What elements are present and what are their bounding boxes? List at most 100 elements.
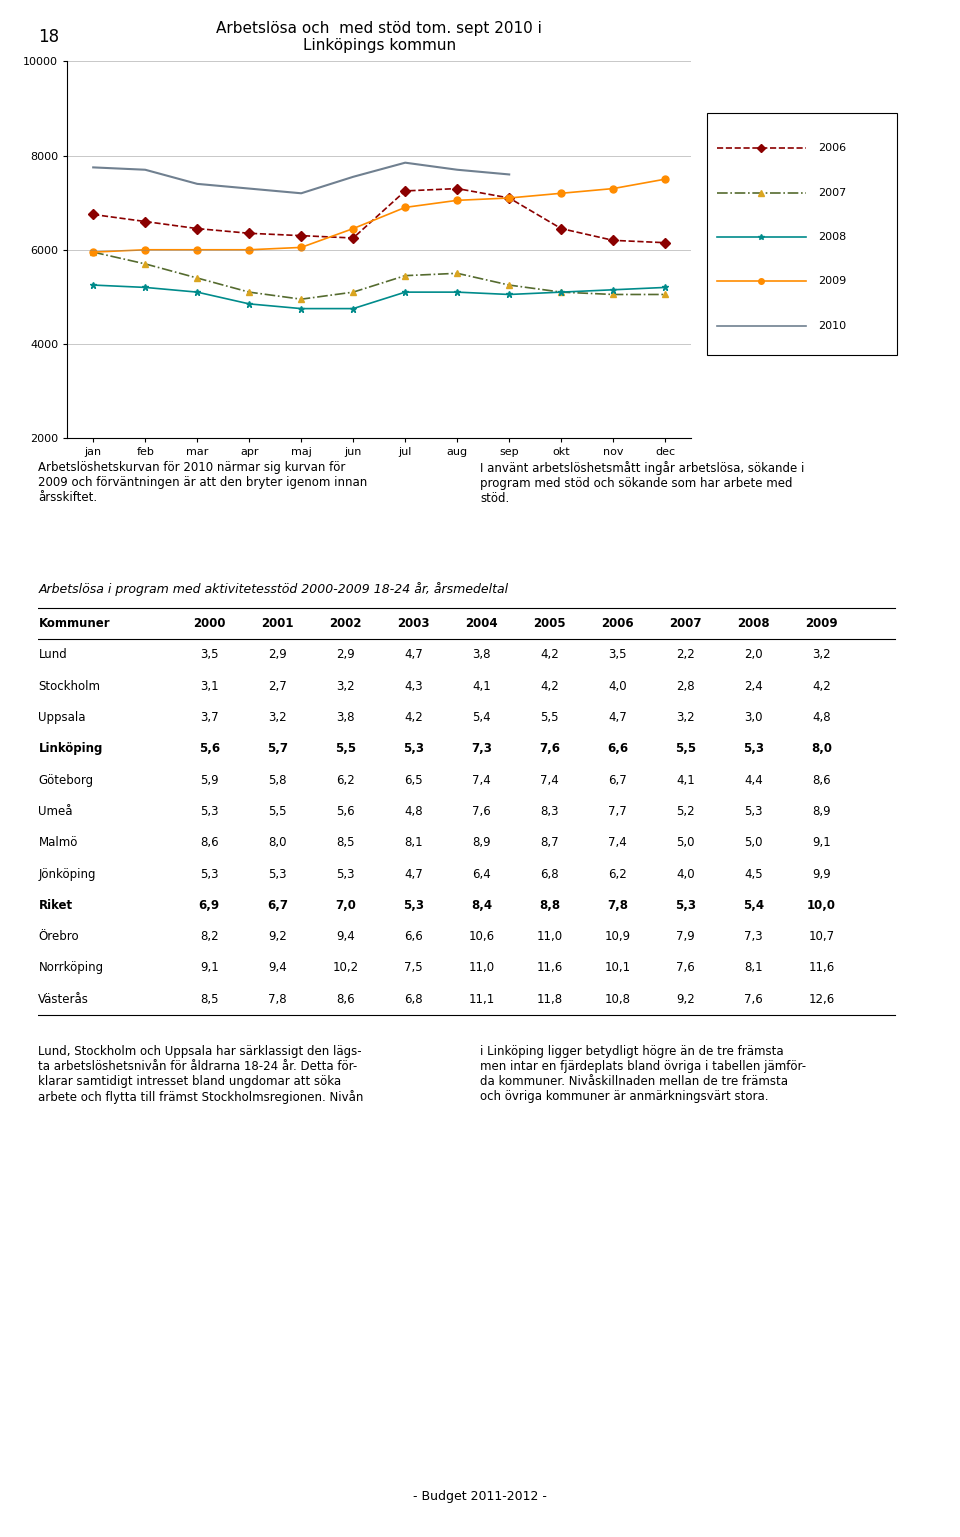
Text: 3,2: 3,2	[812, 649, 830, 661]
Text: 3,5: 3,5	[608, 649, 627, 661]
Line: 2008: 2008	[89, 281, 669, 312]
Text: Umeå: Umeå	[38, 805, 73, 818]
2008	[87, 275, 99, 294]
2007	[503, 275, 515, 294]
Text: 11,6: 11,6	[808, 962, 834, 974]
2009	[399, 198, 411, 217]
2008	[399, 283, 411, 301]
Text: - Budget 2011-2012 -: - Budget 2011-2012 -	[413, 1491, 547, 1503]
Line: 2006: 2006	[89, 184, 669, 246]
Text: 5,5: 5,5	[675, 742, 696, 755]
Text: 5,5: 5,5	[268, 805, 286, 818]
2009	[87, 243, 99, 261]
Text: Riket: Riket	[38, 899, 73, 911]
2010	[348, 168, 359, 186]
Text: 5,2: 5,2	[676, 805, 695, 818]
2010	[399, 154, 411, 172]
Text: 4,7: 4,7	[608, 712, 627, 724]
Text: 3,1: 3,1	[200, 679, 219, 693]
Line: 2007: 2007	[89, 249, 669, 303]
Text: 5,4: 5,4	[743, 899, 764, 911]
Text: 7,9: 7,9	[676, 930, 695, 944]
Text: 2005: 2005	[533, 616, 565, 630]
Text: 2,9: 2,9	[268, 649, 287, 661]
Text: 7,0: 7,0	[335, 899, 356, 911]
Text: 12,6: 12,6	[808, 993, 834, 1005]
Title: Arbetslösa och  med stöd tom. sept 2010 i
Linköpings kommun: Arbetslösa och med stöd tom. sept 2010 i…	[216, 22, 542, 54]
Text: 7,7: 7,7	[608, 805, 627, 818]
Text: 8,3: 8,3	[540, 805, 559, 818]
2008	[244, 295, 255, 314]
Text: 5,5: 5,5	[335, 742, 356, 755]
Text: 7,6: 7,6	[744, 993, 763, 1005]
Text: 5,8: 5,8	[268, 773, 286, 787]
2010	[87, 158, 99, 177]
Text: 10,8: 10,8	[605, 993, 631, 1005]
2010	[191, 175, 203, 194]
2009	[608, 180, 619, 198]
Text: 2006: 2006	[601, 616, 634, 630]
FancyBboxPatch shape	[707, 114, 897, 355]
Text: 6,4: 6,4	[472, 867, 491, 881]
Text: 6,6: 6,6	[404, 930, 422, 944]
Text: 4,7: 4,7	[404, 649, 422, 661]
Text: 9,1: 9,1	[812, 836, 830, 850]
Text: Kommuner: Kommuner	[38, 616, 110, 630]
Text: 4,1: 4,1	[472, 679, 491, 693]
2010	[503, 166, 515, 184]
Text: 3,0: 3,0	[744, 712, 762, 724]
Text: 7,6: 7,6	[676, 962, 695, 974]
2006	[399, 181, 411, 200]
2006	[348, 229, 359, 247]
2006	[139, 212, 151, 231]
Text: 7,3: 7,3	[471, 742, 492, 755]
2009	[660, 171, 671, 189]
Text: 5,0: 5,0	[676, 836, 695, 850]
2007	[87, 243, 99, 261]
Text: 3,2: 3,2	[336, 679, 354, 693]
2006	[87, 206, 99, 224]
Text: 9,4: 9,4	[268, 962, 287, 974]
Text: 4,2: 4,2	[812, 679, 830, 693]
Text: 3,8: 3,8	[336, 712, 354, 724]
Text: 5,4: 5,4	[472, 712, 491, 724]
2008	[660, 278, 671, 297]
2009	[451, 191, 463, 209]
Text: 7,8: 7,8	[607, 899, 628, 911]
Text: 2,8: 2,8	[676, 679, 695, 693]
2010	[244, 180, 255, 198]
Text: 3,2: 3,2	[268, 712, 287, 724]
Text: 7,3: 7,3	[744, 930, 762, 944]
Text: 2003: 2003	[397, 616, 429, 630]
Text: 2007: 2007	[669, 616, 702, 630]
Text: 5,5: 5,5	[540, 712, 559, 724]
Text: 8,6: 8,6	[336, 993, 354, 1005]
2008	[451, 283, 463, 301]
Text: 7,6: 7,6	[539, 742, 560, 755]
2006	[556, 220, 567, 238]
Text: 4,7: 4,7	[404, 867, 422, 881]
Text: 8,1: 8,1	[744, 962, 762, 974]
2008	[556, 283, 567, 301]
Text: 5,3: 5,3	[200, 867, 219, 881]
Text: 4,3: 4,3	[404, 679, 422, 693]
Text: 5,3: 5,3	[200, 805, 219, 818]
Text: 5,3: 5,3	[403, 742, 423, 755]
Text: 5,3: 5,3	[675, 899, 696, 911]
Text: 6,5: 6,5	[404, 773, 422, 787]
Text: 8,6: 8,6	[812, 773, 830, 787]
Text: 10,0: 10,0	[806, 899, 836, 911]
Text: 4,0: 4,0	[676, 867, 695, 881]
Text: i Linköping ligger betydligt högre än de tre främsta
men intar en fjärdeplats bl: i Linköping ligger betydligt högre än de…	[480, 1045, 806, 1104]
Text: 4,1: 4,1	[676, 773, 695, 787]
Text: 3,5: 3,5	[200, 649, 219, 661]
Text: 5,3: 5,3	[336, 867, 354, 881]
Text: Lund: Lund	[38, 649, 67, 661]
Text: 7,8: 7,8	[268, 993, 287, 1005]
Text: 5,3: 5,3	[403, 899, 423, 911]
Text: 10,7: 10,7	[808, 930, 834, 944]
Text: 8,5: 8,5	[336, 836, 354, 850]
2006	[244, 224, 255, 243]
2007	[608, 286, 619, 304]
Text: 5,9: 5,9	[200, 773, 219, 787]
